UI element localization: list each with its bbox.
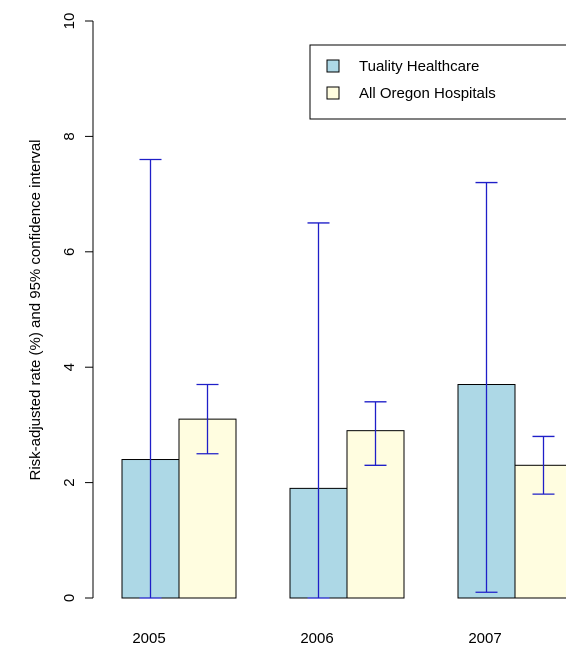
legend-swatch-oregon xyxy=(326,86,340,100)
category-labels: 2005 2006 2007 xyxy=(132,630,501,647)
x-category-label: 2007 xyxy=(468,630,501,647)
y-tick-label: 0 xyxy=(61,594,78,602)
legend: Tuality Healthcare All Oregon Hospitals xyxy=(309,44,566,120)
error-bars xyxy=(139,158,555,599)
y-tick-label: 2 xyxy=(61,478,78,486)
legend-label-tuality: Tuality Healthcare xyxy=(359,58,479,75)
legend-box xyxy=(309,44,566,120)
x-category-label: 2005 xyxy=(132,630,165,647)
x-category-label: 2006 xyxy=(300,630,333,647)
y-axis-title: Risk-adjusted rate (%) and 95% confidenc… xyxy=(27,139,44,480)
legend-swatch-tuality xyxy=(326,59,340,73)
legend-label-oregon: All Oregon Hospitals xyxy=(359,85,496,102)
bars xyxy=(121,384,566,599)
y-tick-label: 6 xyxy=(61,248,78,256)
y-axis: 0 2 4 6 8 10 xyxy=(61,13,94,602)
y-tick-label: 4 xyxy=(61,363,78,371)
y-tick-label: 8 xyxy=(61,132,78,140)
bar xyxy=(514,464,566,599)
y-tick-label: 10 xyxy=(61,13,78,30)
